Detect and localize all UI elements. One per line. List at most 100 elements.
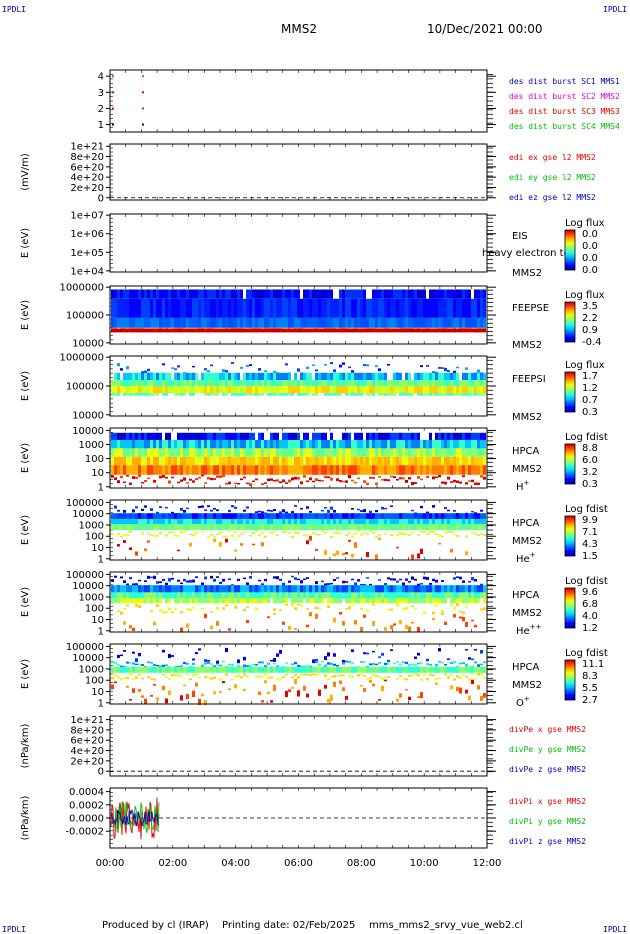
- spectrogram-cell: [387, 298, 390, 318]
- spectrogram-cell: [324, 513, 327, 520]
- spectrogram-cell: [375, 663, 378, 666]
- spectrogram-cell: [402, 524, 405, 530]
- spectrogram-cell: [297, 289, 300, 299]
- spectrogram-cell: [204, 289, 207, 299]
- spectrogram-cell: [417, 513, 420, 520]
- spectrogram-cell: [387, 666, 390, 673]
- spectrogram-cell: [111, 317, 114, 328]
- spectrogram-cell: [276, 576, 279, 580]
- spectrogram-cell: [168, 578, 171, 582]
- spectrogram-cell: [135, 440, 138, 449]
- spectrogram-cell: [348, 393, 351, 396]
- spectrogram-cell: [390, 456, 393, 466]
- spectrogram-cell: [192, 380, 195, 386]
- spectrogram-cell: [333, 666, 336, 673]
- spectrogram-cell: [129, 465, 132, 475]
- spectrogram-cell: [363, 585, 366, 593]
- spectrogram-cell: [450, 592, 453, 599]
- spectrogram-cell: [120, 317, 123, 328]
- spectrogram-cell: [453, 317, 456, 328]
- divpi-series-line: [110, 797, 160, 840]
- spectrogram-cell: [462, 448, 465, 457]
- spectrogram-cell: [132, 380, 135, 386]
- spectrogram-cell: [381, 298, 384, 318]
- spectrogram-cell: [282, 328, 285, 333]
- spectrogram-cell: [183, 448, 186, 457]
- spectrogram-cell: [126, 432, 129, 440]
- spectrogram-cell: [297, 386, 300, 394]
- spectrogram-cell: [354, 380, 357, 386]
- spectrogram-cell: [225, 604, 228, 607]
- spectrogram-cell: [174, 585, 177, 593]
- colorbar: [564, 587, 576, 629]
- spectrogram-cell: [279, 677, 282, 680]
- spectrogram-cell: [120, 440, 123, 449]
- spectrogram-cell: [165, 372, 168, 380]
- spectrogram-cell: [279, 328, 282, 333]
- spectrogram-cell: [294, 577, 297, 580]
- spectrogram-cell: [330, 393, 333, 396]
- spectrogram-cell: [255, 386, 258, 394]
- spectrogram-cell: [399, 393, 402, 396]
- spectrogram-cell: [255, 513, 258, 520]
- spectrogram-cell: [411, 585, 414, 593]
- spectrogram-cell: [405, 440, 408, 449]
- spectrogram-cell: [399, 666, 402, 673]
- spectrogram-cell: [150, 666, 153, 673]
- spectrogram-cell: [321, 585, 324, 593]
- spectrogram-cell: [252, 543, 255, 546]
- spectrogram-cell: [252, 432, 255, 440]
- spectrogram-cell: [195, 652, 198, 655]
- spectrogram-cell: [222, 660, 225, 663]
- spectrogram-cell: [396, 524, 399, 530]
- spectrogram-cell: [279, 298, 282, 318]
- spectrogram-cell: [348, 519, 351, 524]
- spectrogram-cell: [189, 524, 192, 530]
- spectrogram-cell: [411, 509, 414, 512]
- spectrogram-cell: [165, 666, 168, 673]
- spectrogram-cell: [342, 662, 345, 665]
- spectrogram-cell: [477, 673, 480, 676]
- spectrogram-cell: [288, 456, 291, 466]
- spectrogram-cell: [333, 328, 336, 333]
- spectrogram-cell: [366, 380, 369, 386]
- spectrogram-cell: [159, 432, 162, 440]
- spectrogram-cell: [441, 580, 444, 582]
- spectrogram-cell: [234, 585, 237, 593]
- spectrogram-cell: [462, 380, 465, 386]
- spectrogram-cell: [288, 317, 291, 328]
- spectrogram-cell: [309, 536, 312, 541]
- spectrogram-cell: [150, 386, 153, 394]
- spectrogram-cell: [240, 592, 243, 599]
- spectrogram-cell: [420, 585, 423, 593]
- spectrogram-cell: [126, 456, 129, 466]
- spectrogram-cell: [162, 448, 165, 457]
- spectrogram-cell: [285, 327, 288, 329]
- spectrogram-cell: [258, 328, 261, 333]
- spectrogram-cell: [291, 598, 294, 604]
- spectrogram-cell: [117, 585, 120, 593]
- colorbar-title: Log fdist: [565, 648, 608, 659]
- spectrogram-cell: [234, 592, 237, 599]
- spectrogram-cell: [195, 465, 198, 475]
- spectrogram-cell: [135, 551, 138, 556]
- spectrogram-cell: [159, 519, 162, 524]
- spectrogram-cell: [318, 289, 321, 299]
- spectrogram-cell: [168, 690, 171, 696]
- spectrogram-cell: [474, 524, 477, 530]
- spectrogram-cell: [348, 598, 351, 604]
- spectrogram-cell: [360, 533, 363, 536]
- spectrogram-cell: [435, 372, 438, 380]
- spectrogram-cell: [405, 689, 408, 691]
- spectrogram-cell: [423, 592, 426, 599]
- spectrogram-cell: [285, 465, 288, 475]
- spectrogram-cell: [324, 386, 327, 394]
- spectrogram-cell: [213, 578, 216, 582]
- spectrogram-cell: [396, 456, 399, 466]
- spectrogram-cell: [291, 686, 294, 689]
- spectrogram-cell: [471, 440, 474, 449]
- spectrogram-cell: [249, 585, 252, 593]
- spectrogram-cell: [333, 585, 336, 593]
- spectrogram-cell: [234, 317, 237, 328]
- spectrogram-cell: [333, 386, 336, 394]
